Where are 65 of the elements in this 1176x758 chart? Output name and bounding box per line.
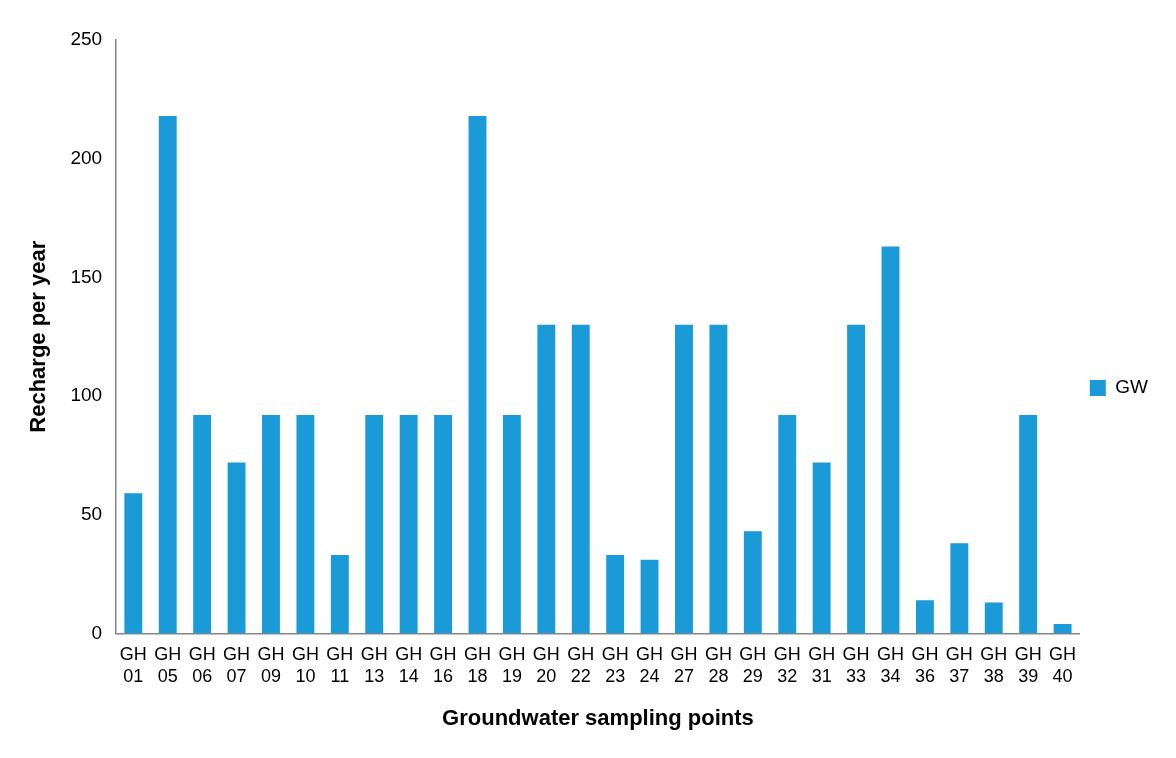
legend-label: GW xyxy=(1115,376,1149,398)
x-tick-label: GH 33 xyxy=(842,644,870,686)
bar xyxy=(434,415,453,634)
bar xyxy=(812,462,831,634)
x-tick-label: GH 16 xyxy=(429,644,457,686)
x-tick-label: GH 27 xyxy=(670,644,698,686)
y-tick-label: 250 xyxy=(70,28,103,50)
y-tick-label: 100 xyxy=(70,384,103,406)
y-axis-title: Recharge per year xyxy=(25,240,51,433)
bar xyxy=(778,415,797,634)
bar xyxy=(675,324,693,634)
bar xyxy=(227,462,246,634)
bar xyxy=(640,559,659,634)
x-tick-label: GH 05 xyxy=(154,644,182,686)
bar xyxy=(1053,623,1072,634)
bar xyxy=(330,555,349,634)
bar xyxy=(881,246,900,634)
bar xyxy=(847,324,866,634)
x-tick-label: GH 32 xyxy=(773,644,801,686)
x-tick-label: GH 06 xyxy=(188,644,216,686)
x-tick-label: GH 22 xyxy=(567,644,595,686)
x-tick-label: GH 31 xyxy=(808,644,836,686)
x-tick-label: GH 19 xyxy=(498,644,526,686)
bar xyxy=(262,415,280,634)
x-tick-label: GH 40 xyxy=(1049,644,1077,686)
bar xyxy=(468,115,487,634)
x-tick-label: GH 24 xyxy=(636,644,664,686)
y-tick-label: 200 xyxy=(70,146,103,168)
bar xyxy=(365,415,384,634)
y-tick-label: 0 xyxy=(91,621,103,643)
y-tick-label: 50 xyxy=(80,502,103,524)
x-tick-label: GH 10 xyxy=(291,644,319,686)
y-tick-label: 150 xyxy=(70,265,103,287)
bar xyxy=(193,415,212,634)
x-tick-label: GH 38 xyxy=(980,644,1008,686)
x-tick-label: GH 20 xyxy=(532,644,560,686)
x-tick-label: GH 34 xyxy=(876,644,904,686)
x-axis-title: Groundwater sampling points xyxy=(442,704,754,730)
bar xyxy=(606,555,625,634)
x-tick-label: GH 23 xyxy=(601,644,629,686)
bar xyxy=(743,531,762,634)
bar xyxy=(915,600,934,634)
bar xyxy=(158,115,177,634)
x-tick-label: GH 14 xyxy=(395,644,423,686)
x-tick-label: GH 37 xyxy=(945,644,973,686)
bar xyxy=(296,415,315,634)
bar xyxy=(399,415,418,634)
x-tick-label: GH 11 xyxy=(326,644,354,686)
bar xyxy=(124,493,143,634)
x-tick-label: GH 28 xyxy=(704,644,732,686)
x-tick-label: GH 36 xyxy=(911,644,939,686)
x-tick-label: GH 07 xyxy=(223,644,251,686)
bar xyxy=(502,415,521,634)
x-tick-label: GH 01 xyxy=(119,644,147,686)
bar xyxy=(571,324,590,634)
x-tick-label: GH 13 xyxy=(360,644,388,686)
x-tick-label: GH 09 xyxy=(257,644,285,686)
x-tick-label: GH 18 xyxy=(463,644,491,686)
bar xyxy=(537,324,556,634)
x-tick-label: GH 29 xyxy=(739,644,767,686)
x-tick-label: GH 39 xyxy=(1014,644,1042,686)
bar xyxy=(709,324,728,634)
bar xyxy=(1019,415,1038,634)
bar xyxy=(984,602,1003,634)
bar xyxy=(950,543,969,634)
